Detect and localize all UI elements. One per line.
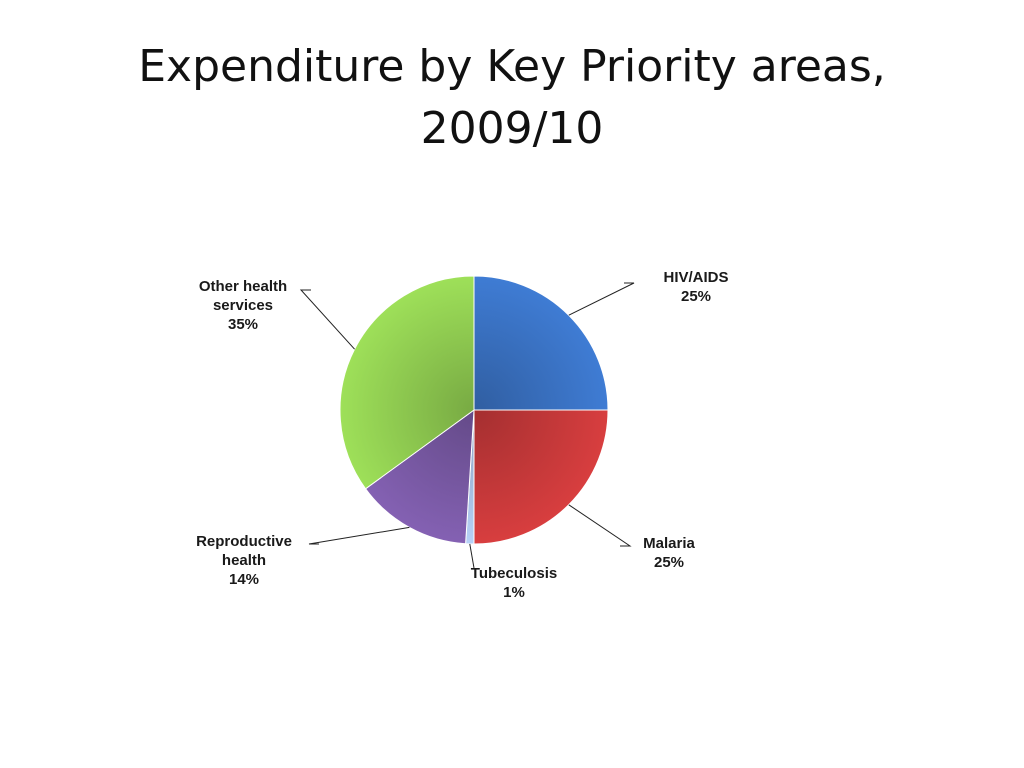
slice-value-reproductive-health: 14% <box>229 571 259 588</box>
slice-category-reproductive-health: health <box>222 552 266 569</box>
pie-slice-hiv-aids <box>473 275 609 411</box>
slice-category-tubeculosis: Tubeculosis <box>471 565 557 582</box>
slice-value-hiv-aids: 25% <box>681 288 711 305</box>
leader-line-reproductive-health <box>308 526 410 545</box>
leader-lines <box>299 282 635 569</box>
leader-line-malaria <box>568 504 632 547</box>
pie-slice-malaria <box>473 409 609 545</box>
title-line-1: Expenditure by Key Priority areas, <box>138 41 886 92</box>
pie-slices <box>339 275 609 545</box>
slice-label-hiv-aids: HIV/AIDS 25% <box>663 269 728 305</box>
slice-category-reproductive-health: Reproductive <box>196 533 292 550</box>
slice-category-hiv-aids: HIV/AIDS <box>663 269 728 286</box>
slice-category-other-health-services: services <box>213 297 273 314</box>
slice-label-other-health-services: Other health services 35% <box>199 278 287 333</box>
leader-line-hiv-aids <box>568 282 635 316</box>
slice-value-malaria: 25% <box>654 554 684 571</box>
slide-title: Expenditure by Key Priority areas, 2009/… <box>40 36 984 160</box>
slice-value-tubeculosis: 1% <box>503 584 525 601</box>
slice-label-reproductive-health: Reproductive health 14% <box>196 533 292 588</box>
slice-label-tubeculosis: Tubeculosis 1% <box>471 565 557 601</box>
slice-category-malaria: Malaria <box>643 535 695 552</box>
slice-category-other-health-services: Other health <box>199 278 287 295</box>
pie-slice-other-health-services <box>339 275 475 490</box>
title-line-2: 2009/10 <box>420 103 604 154</box>
leader-line-tubeculosis <box>469 543 475 569</box>
slice-label-malaria: Malaria 25% <box>643 535 695 571</box>
leader-line-other-health-services <box>299 289 355 350</box>
slice-labels: HIV/AIDS 25% Malaria 25% Tubeculosis 1% Reprod… <box>196 269 728 601</box>
pie-slice-reproductive-health <box>364 408 475 545</box>
slice-value-other-health-services: 35% <box>228 316 258 333</box>
